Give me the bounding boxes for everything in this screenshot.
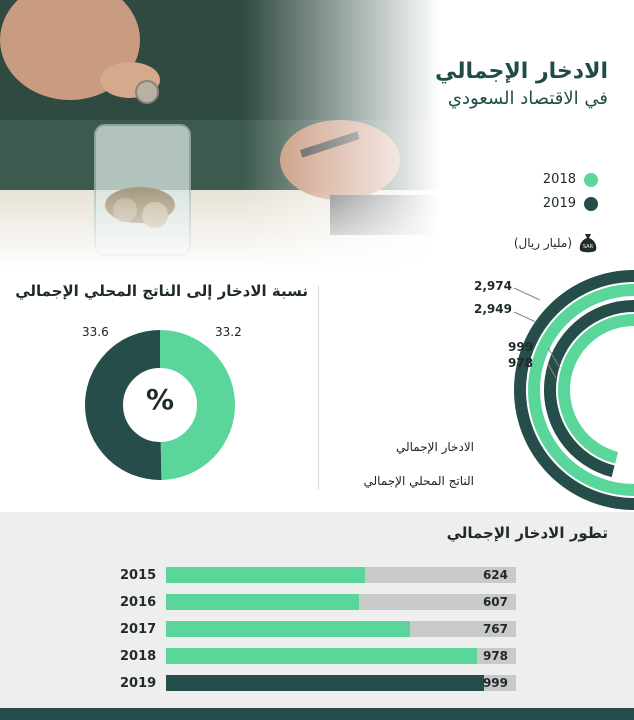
radial-leader-line bbox=[513, 287, 541, 301]
radial-arc-savings-2019 bbox=[544, 300, 634, 478]
radial-legend-savings: الادخار الإجمالي bbox=[395, 440, 474, 454]
legend-2018: 2018 bbox=[543, 172, 598, 187]
legend-dot-2018 bbox=[584, 172, 598, 187]
radial-label-savings-2019: 999 bbox=[508, 340, 534, 354]
bar-track: 999 bbox=[166, 675, 516, 691]
radial-leader-line bbox=[513, 311, 537, 323]
bar-row-2019: 2019 999 bbox=[120, 674, 520, 692]
bar-year-label: 2016 bbox=[120, 594, 157, 610]
bar-row-2018: 2018 978 bbox=[120, 647, 520, 665]
legend-dot-2019 bbox=[584, 196, 598, 211]
bar-value-label: 767 bbox=[482, 622, 508, 636]
donut-center-percent: % bbox=[145, 383, 175, 416]
bar-row-2015: 2015 624 bbox=[120, 566, 520, 584]
radial-label-savings-2018: 978 bbox=[508, 356, 534, 370]
legend-label-2019: 2019 bbox=[542, 196, 576, 211]
header-title: الادخار الإجمالي في الاقتصاد السعودي bbox=[435, 58, 608, 112]
ratio-section-title: نسبة الادخار إلى الناتج المحلي الإجمالي bbox=[15, 282, 308, 300]
donut-slice-2018 bbox=[159, 330, 235, 480]
bar-year-label: 2015 bbox=[120, 567, 157, 583]
bar-track: 767 bbox=[166, 621, 516, 637]
radial-arc-gdp-2019 bbox=[514, 270, 634, 510]
svg-text:SAR: SAR bbox=[583, 244, 594, 250]
section-divider bbox=[318, 285, 319, 490]
title-line1: الادخار الإجمالي bbox=[435, 59, 608, 84]
money-bag-icon: SAR bbox=[579, 234, 597, 253]
bar-track: 624 bbox=[166, 567, 516, 583]
bar-track: 607 bbox=[166, 594, 516, 610]
bar-fill-2016 bbox=[166, 594, 360, 610]
bar-year-label: 2019 bbox=[120, 675, 157, 691]
radial-label-gdp-2018: 2,949 bbox=[474, 302, 512, 316]
legend-2019: 2019 bbox=[543, 196, 598, 211]
bar-fill-2018 bbox=[166, 648, 478, 664]
bar-value-label: 978 bbox=[482, 649, 508, 663]
trend-section-title: تطور الادخار الإجمالي bbox=[446, 524, 608, 542]
footer-strip bbox=[0, 708, 634, 720]
bar-row-2016: 2016 607 bbox=[120, 593, 520, 611]
donut-label-2019: 33.6 bbox=[82, 325, 109, 339]
bar-fill-2017 bbox=[166, 621, 411, 637]
bar-year-label: 2018 bbox=[120, 648, 157, 664]
savings-trend-section: تطور الادخار الإجمالي 2015 624 2016 607 2017… bbox=[0, 512, 634, 708]
bar-value-label: 624 bbox=[482, 568, 508, 582]
bar-fill-2019 bbox=[166, 675, 484, 691]
radial-arc-savings-2018 bbox=[558, 314, 634, 464]
bar-row-2017: 2017 767 bbox=[120, 620, 520, 638]
hero-photo bbox=[0, 0, 440, 270]
donut-slice-2019 bbox=[85, 330, 162, 480]
radial-label-gdp-2019: 2,974 bbox=[474, 279, 512, 293]
legend-label-2018: 2018 bbox=[542, 172, 576, 187]
bar-track: 978 bbox=[166, 648, 516, 664]
bar-value-label: 607 bbox=[482, 595, 508, 609]
title-line2: في الاقتصاد السعودي bbox=[447, 88, 608, 109]
bar-value-label: 999 bbox=[482, 676, 508, 690]
bar-fill-2015 bbox=[166, 567, 365, 583]
ratio-donut-chart bbox=[85, 330, 235, 480]
radial-leader-line bbox=[547, 363, 557, 379]
unit-label: (مليار ريال) bbox=[513, 236, 572, 250]
donut-label-2018: 33.2 bbox=[215, 325, 242, 339]
radial-bar-chart bbox=[513, 270, 634, 510]
unit-indicator: (مليار ريال) SAR bbox=[514, 232, 598, 254]
radial-leader-line bbox=[547, 347, 561, 369]
radial-legend-gdp: الناتج المحلي الإجمالي bbox=[363, 474, 474, 488]
radial-arc-gdp-2018 bbox=[528, 284, 634, 496]
bar-year-label: 2017 bbox=[120, 621, 157, 637]
